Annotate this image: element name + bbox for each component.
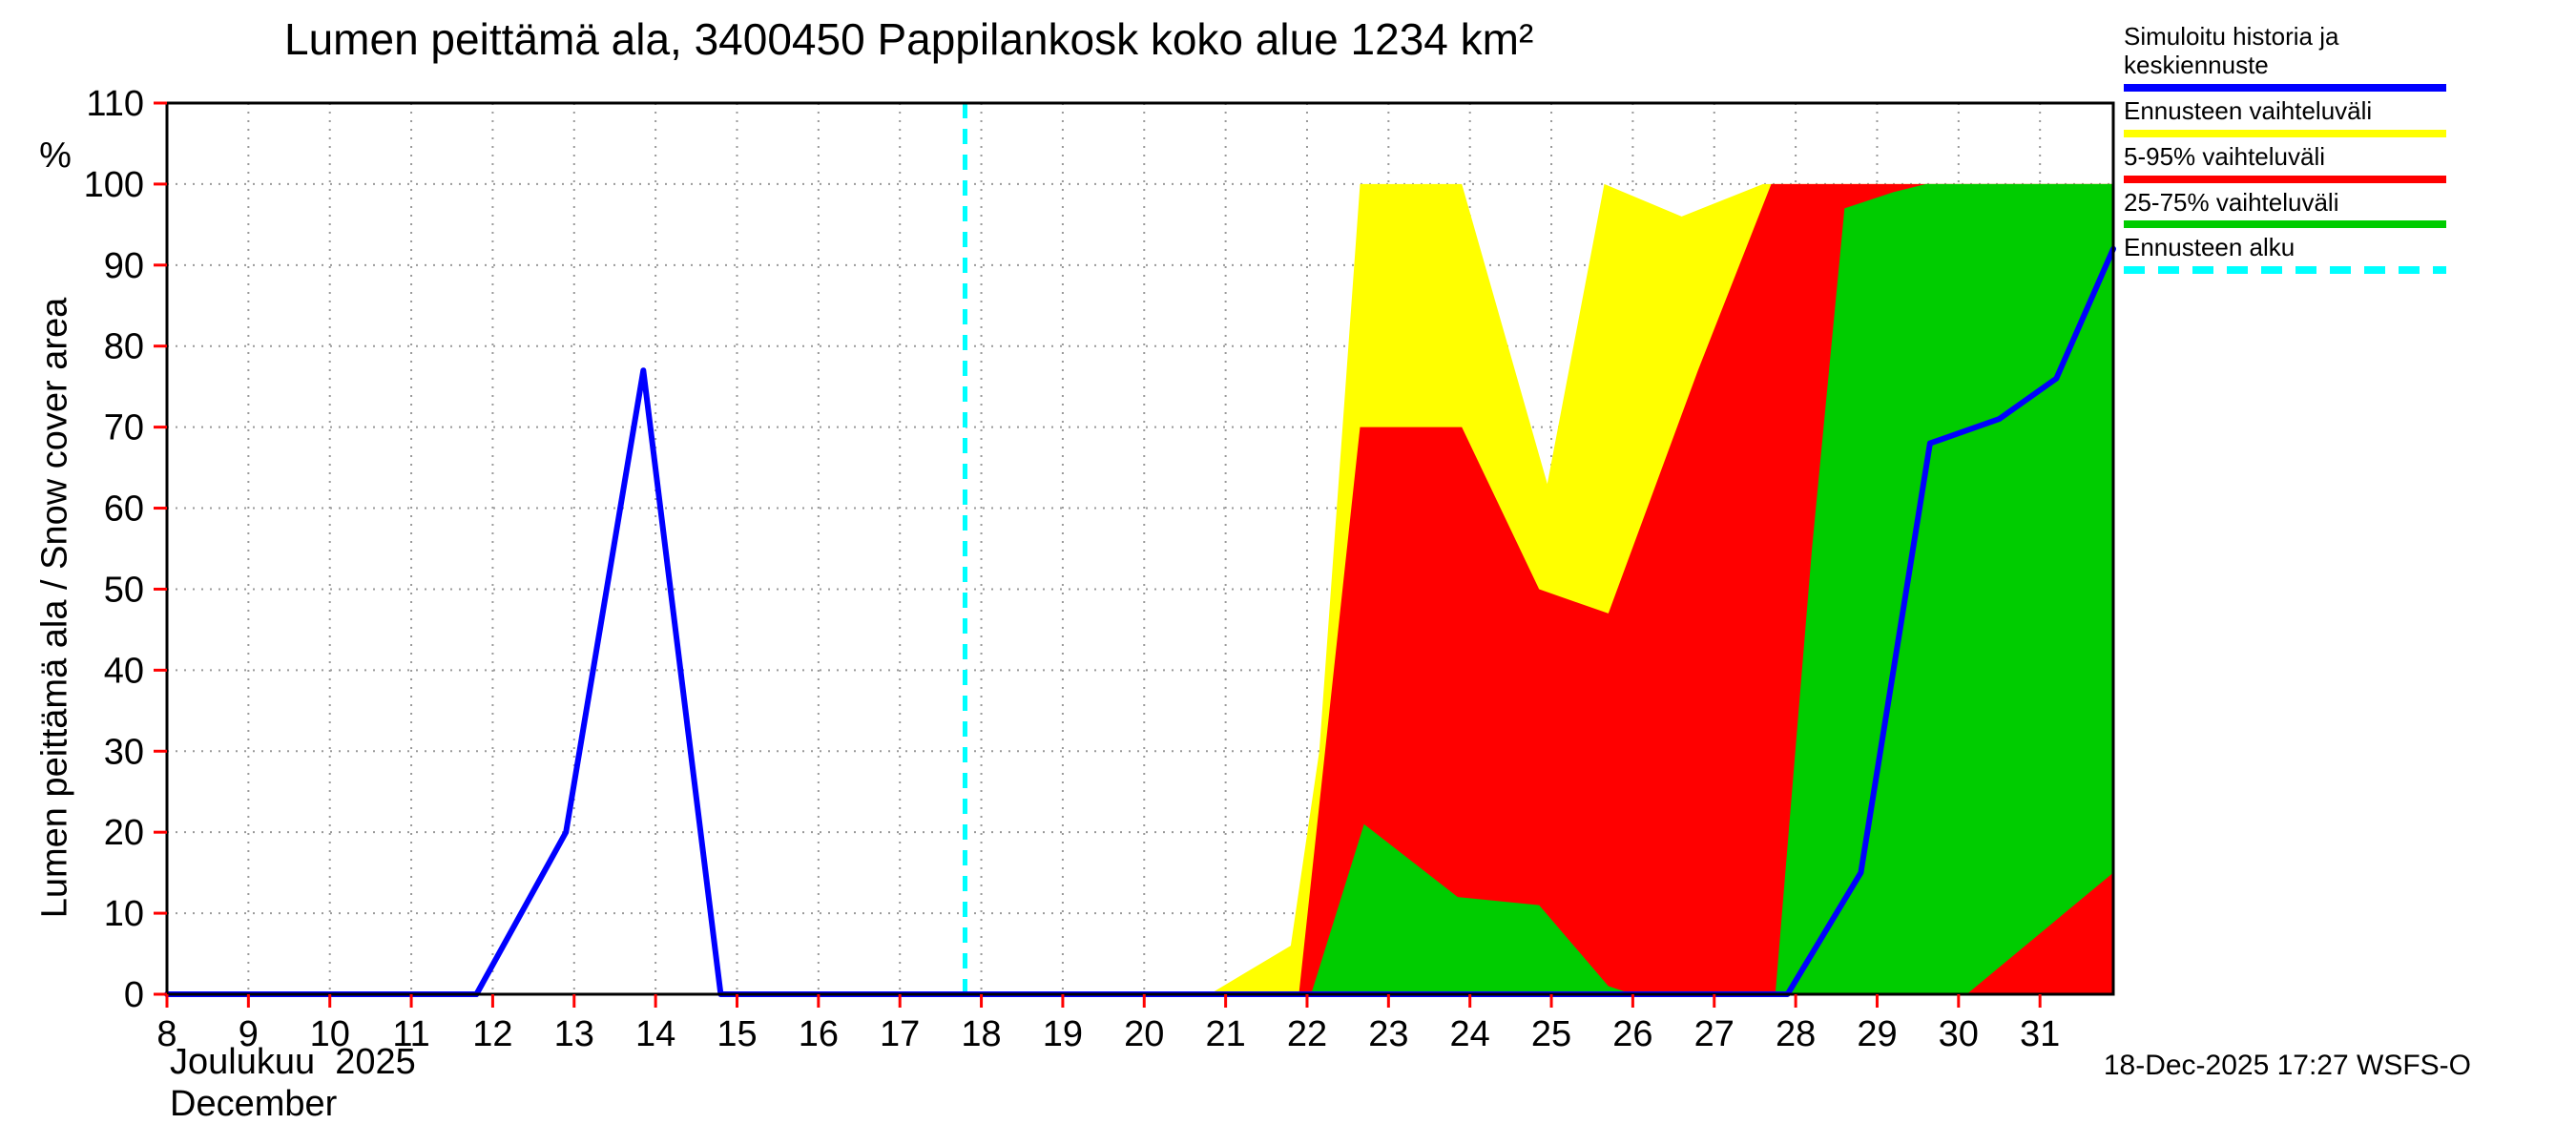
legend-line-sample	[2124, 129, 2446, 137]
tick-label-x-27: 27	[1694, 1014, 1735, 1054]
legend-label: Simuloitu historia ja keskiennuste	[2124, 22, 2339, 79]
tick-label-y-110: 110	[86, 84, 144, 124]
y-axis-label: Lumen peittämä ala / Snow cover area	[34, 297, 75, 919]
legend-item: Ennusteen alku	[2124, 233, 2446, 275]
chart-title: Lumen peittämä ala, 3400450 Pappilankosk…	[284, 14, 1534, 64]
legend-line-sample	[2124, 220, 2446, 229]
legend-dashed-line-sample	[2124, 266, 2446, 275]
legend-item: 5-95% vaihteluväli	[2124, 141, 2446, 183]
tick-label-x-9: 9	[239, 1014, 259, 1054]
tick-label-x-8: 8	[156, 1014, 177, 1054]
tick-label-y-10: 10	[104, 894, 144, 934]
tick-label-y-60: 60	[104, 489, 144, 530]
x-axis-label-fi: Joulukuu 2025	[170, 1042, 416, 1082]
tick-label-x-23: 23	[1368, 1014, 1408, 1054]
band-vaihteluvali-25-75	[1311, 183, 2113, 994]
tick-label-y-80: 80	[104, 327, 144, 367]
tick-label-x-13: 13	[554, 1014, 594, 1054]
tick-label-x-25: 25	[1531, 1014, 1571, 1054]
tick-label-y-20: 20	[104, 813, 144, 853]
tick-label-x-17: 17	[880, 1014, 920, 1054]
legend-label: 5-95% vaihteluväli	[2124, 141, 2326, 171]
y-axis-unit: %	[39, 135, 72, 176]
legend-item: 25-75% vaihteluväli	[2124, 187, 2446, 229]
legend-label: Ennusteen alku	[2124, 233, 2296, 262]
tick-label-y-40: 40	[104, 651, 144, 691]
tick-label-y-50: 50	[104, 570, 144, 610]
legend-item: Simuloitu historia ja keskiennuste	[2124, 22, 2446, 92]
tick-label-x-24: 24	[1450, 1014, 1490, 1054]
tick-label-x-20: 20	[1124, 1014, 1164, 1054]
tick-label-x-22: 22	[1287, 1014, 1327, 1054]
tick-label-x-12: 12	[472, 1014, 512, 1054]
tick-label-y-70: 70	[104, 408, 144, 448]
tick-label-x-10: 10	[310, 1014, 350, 1054]
tick-label-x-19: 19	[1043, 1014, 1083, 1054]
legend-item: Ennusteen vaihteluväli	[2124, 95, 2446, 137]
tick-label-x-11: 11	[392, 1014, 429, 1054]
tick-label-y-100: 100	[84, 165, 144, 205]
legend-line-sample	[2124, 83, 2446, 92]
legend: Simuloitu historia ja keskiennuste Ennust…	[2124, 22, 2446, 280]
x-axis-label-en: December	[170, 1084, 338, 1124]
tick-label-x-28: 28	[1776, 1014, 1816, 1054]
timestamp: 18-Dec-2025 17:27 WSFS-O	[2103, 1050, 2471, 1081]
tick-label-x-16: 16	[799, 1014, 839, 1054]
tick-label-x-31: 31	[2020, 1014, 2060, 1054]
tick-label-y-0: 0	[124, 975, 144, 1015]
tick-label-y-90: 90	[104, 246, 144, 286]
plot-frame	[165, 101, 2115, 996]
tick-label-x-29: 29	[1857, 1014, 1897, 1054]
tick-label-x-30: 30	[1939, 1014, 1979, 1054]
tick-label-x-21: 21	[1205, 1014, 1245, 1054]
legend-label: 25-75% vaihteluväli	[2124, 187, 2339, 217]
tick-label-x-26: 26	[1612, 1014, 1652, 1054]
tick-label-x-14: 14	[635, 1014, 675, 1054]
tick-label-y-30: 30	[104, 732, 144, 772]
legend-line-sample	[2124, 175, 2446, 183]
tick-label-x-15: 15	[717, 1014, 757, 1054]
legend-label: Ennusteen vaihteluväli	[2124, 95, 2373, 125]
tick-label-x-18: 18	[961, 1014, 1001, 1054]
